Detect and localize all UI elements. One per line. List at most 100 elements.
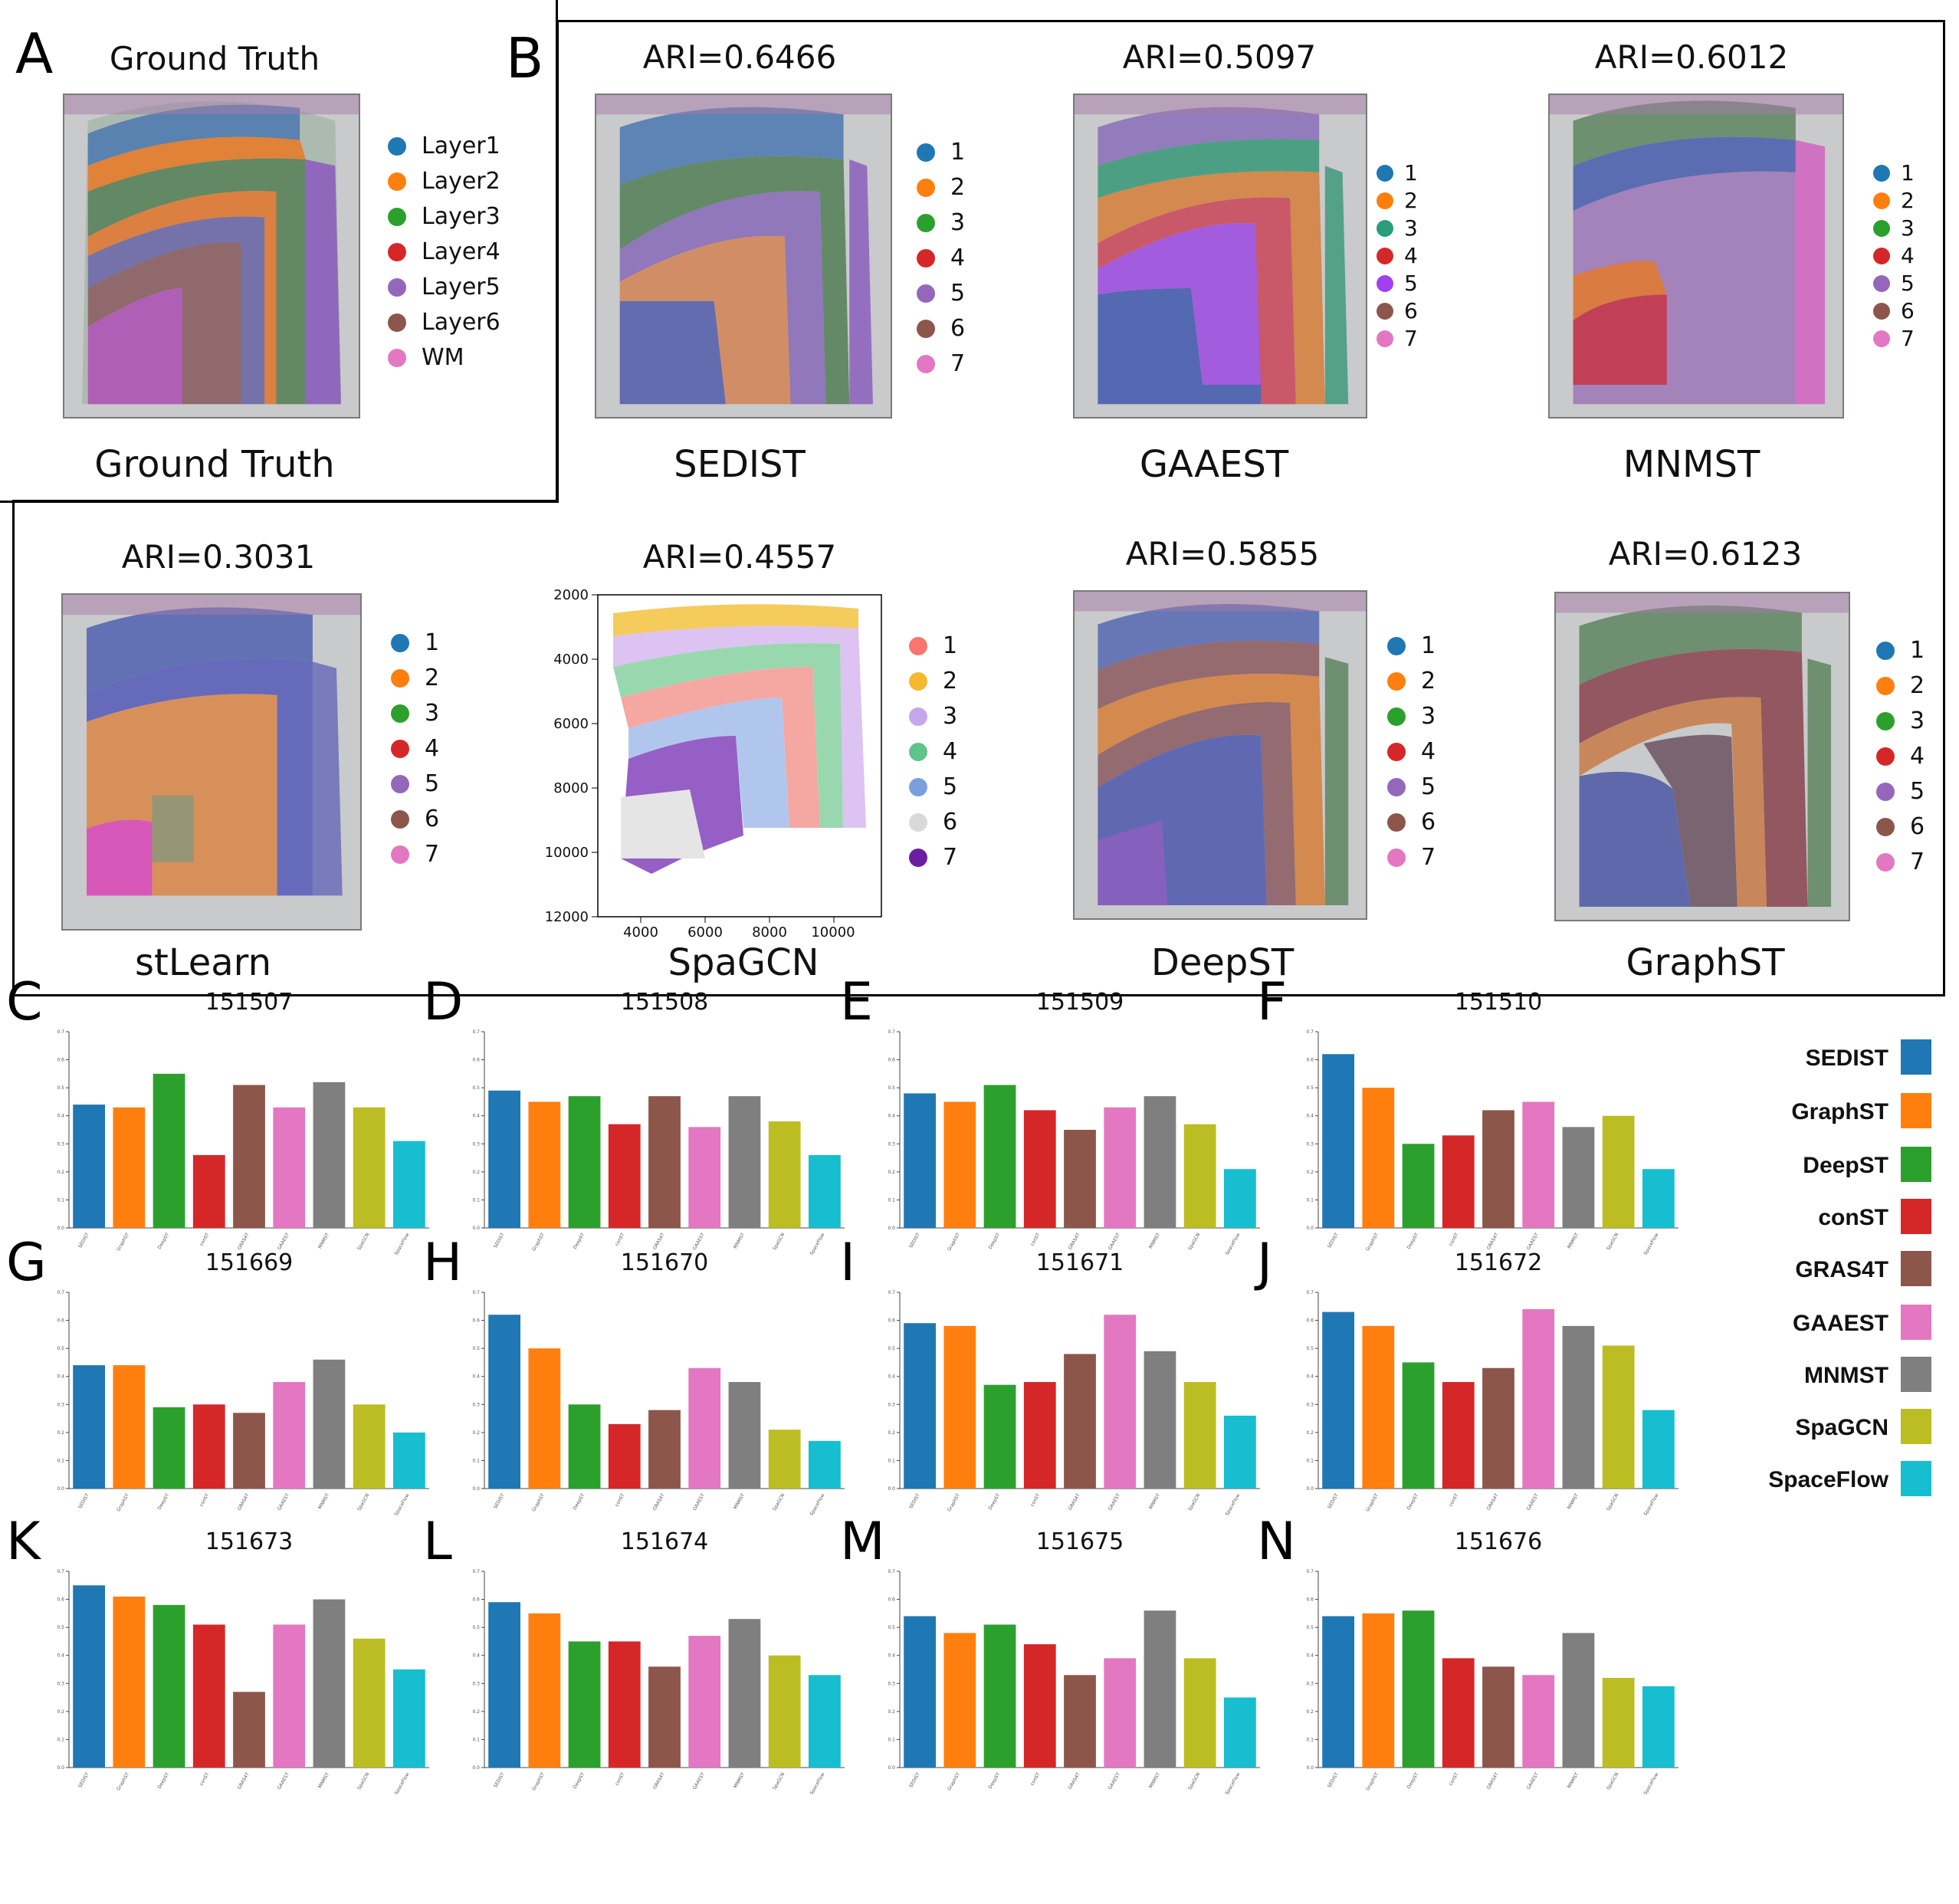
y-tick-label: 0.3 xyxy=(57,1141,64,1147)
bar-const xyxy=(608,1423,641,1489)
x-tick-label: SEDIST xyxy=(1327,1771,1340,1788)
y-tick-label: 0.0 xyxy=(888,1486,895,1492)
bar-chart-151673: K 0.0 0.1 0.2 0.3 0.4 0.5 0.6 0.7 SEDIST GraphST De… xyxy=(6,1516,452,1824)
y-tick-label: 0.6 xyxy=(1306,1318,1314,1324)
spagcn-legend-7: 7 xyxy=(943,844,958,871)
legend-wm: WM xyxy=(422,344,464,371)
graphst-legend-3: 3 xyxy=(1910,707,1925,734)
x-tick-label: DeepST xyxy=(157,1771,171,1790)
sedist-legend-3: 3 xyxy=(950,209,966,236)
bar-deepst xyxy=(568,1096,601,1228)
gaaest-legend-7: 7 xyxy=(1404,326,1418,351)
x-tick-label: GRAS4T xyxy=(1068,1232,1081,1251)
x-tick-label: GraphST xyxy=(116,1492,130,1512)
bar-const xyxy=(192,1404,225,1489)
bar-chart-axes xyxy=(1317,1292,1678,1489)
sedist-tissue xyxy=(595,94,892,419)
x-tick-label: MNMST xyxy=(1148,1771,1161,1789)
gaaest-legend-6: 6 xyxy=(1404,298,1418,323)
bar-mnmst xyxy=(1144,1610,1176,1768)
bar-gras4t xyxy=(1064,1675,1096,1768)
x-tick-label: SpaGCN xyxy=(1187,1772,1201,1791)
bar-chart-svg: 0.0 0.1 0.2 0.3 0.4 0.5 0.6 0.7 SEDIST GraphST Dee… xyxy=(472,1290,845,1517)
ground-truth-bottom-title: Ground Truth xyxy=(94,443,335,486)
panel-label-h: H xyxy=(423,1233,463,1293)
y-tick-label: 0.0 xyxy=(1306,1226,1314,1231)
deepst-legend-4: 4 xyxy=(1421,738,1436,765)
y-tick-label: 0.1 xyxy=(1306,1737,1314,1742)
mnmst-legend-3: 3 xyxy=(1901,215,1915,241)
bar-deepst xyxy=(568,1641,601,1768)
method-color-legend: SEDIST GraphST DeepST conST GRAS4T GAAES… xyxy=(1717,1039,1931,1515)
y-tick-label: 0.4 xyxy=(1306,1653,1314,1659)
bar-spaceflow xyxy=(1224,1697,1256,1768)
bar-gaaest xyxy=(1522,1675,1555,1768)
x-tick-label: DeepST xyxy=(1406,1232,1420,1250)
y-tick-label: 0.2 xyxy=(57,1709,64,1715)
x-tick-label: SpaGCN xyxy=(1606,1772,1619,1791)
panel-label-m: M xyxy=(840,1512,885,1572)
legend-gaaest: GAAEST xyxy=(1717,1305,1931,1340)
x-tick-label: conST xyxy=(1029,1232,1041,1247)
y-tick-label: 0.7 xyxy=(57,1569,64,1574)
bar-graphst xyxy=(528,1348,561,1489)
x-tick-label: SEDIST xyxy=(908,1771,921,1788)
panel-b-frame-top xyxy=(556,20,1945,503)
deepst-legend-2: 2 xyxy=(1421,668,1436,694)
bar-chart-151672: J 0.0 0.1 0.2 0.3 0.4 0.5 0.6 0.7 SEDIST GraphST De… xyxy=(1257,1237,1701,1545)
x-tick-label: MNMST xyxy=(1567,1232,1580,1249)
spagcn-legend-5: 5 xyxy=(943,773,958,800)
y-tick-label: 0.6 xyxy=(57,1058,64,1063)
y-tick-label: 0.5 xyxy=(472,1085,480,1091)
gaaest-legend-2: 2 xyxy=(1404,188,1418,213)
x-tick-label: DeepST xyxy=(573,1492,586,1511)
x-tick-label: GRAS4T xyxy=(1068,1771,1081,1791)
x-tick-label: GRAS4T xyxy=(1486,1232,1500,1251)
y-tick-label: 0.1 xyxy=(1306,1197,1314,1203)
bar-gaaest xyxy=(1104,1315,1137,1489)
y-tick-label: 0.6 xyxy=(1306,1597,1314,1603)
bar-spaceflow xyxy=(809,1440,841,1489)
sedist-legend-1: 1 xyxy=(950,139,966,166)
sedist-label: SEDIST xyxy=(674,443,806,486)
x-tick-label: SEDIST xyxy=(493,1492,506,1509)
y-tick-label: 0.5 xyxy=(57,1346,64,1351)
y-tick-label: 0.7 xyxy=(472,1290,480,1295)
bar-gaaest xyxy=(1522,1308,1555,1489)
spagcn-legend-4: 4 xyxy=(943,738,958,765)
bar-spagcn xyxy=(353,1404,386,1489)
deepst-legend-3: 3 xyxy=(1421,703,1436,730)
y-tick-label: 0.5 xyxy=(472,1625,480,1630)
y-tick-label: 0.4 xyxy=(888,1114,895,1119)
bar-gaaest xyxy=(273,1382,306,1489)
y-tick-label: 0.5 xyxy=(888,1085,895,1091)
bar-spaceflow xyxy=(1224,1169,1256,1228)
bar-chart-svg: 0.0 0.1 0.2 0.3 0.4 0.5 0.6 0.7 SEDIST GraphST Dee… xyxy=(57,1569,429,1796)
bar-gaaest xyxy=(1104,1658,1137,1768)
bar-gras4t xyxy=(233,1085,265,1228)
y-tick-label: 0.7 xyxy=(888,1029,895,1035)
x-tick-label: DeepST xyxy=(1406,1492,1420,1511)
y-tick-label: 0.7 xyxy=(57,1029,64,1035)
bar-spaceflow xyxy=(393,1141,425,1228)
gaaest-ari: ARI=0.5097 xyxy=(1122,38,1317,76)
x-tick-label: GAAEST xyxy=(277,1232,290,1251)
x-tick-label: SEDIST xyxy=(493,1232,506,1249)
bar-const xyxy=(192,1154,225,1228)
legend-layer4: Layer4 xyxy=(422,238,500,265)
bar-const xyxy=(1442,1382,1475,1489)
bar-mnmst xyxy=(1144,1351,1176,1489)
spagcn-xtick-8000: 8000 xyxy=(752,924,787,941)
y-tick-label: 0.4 xyxy=(472,1653,480,1659)
bar-sedist xyxy=(73,1105,105,1228)
x-tick-label: GAAEST xyxy=(692,1492,706,1512)
x-tick-label: SpaGCN xyxy=(1606,1493,1619,1512)
x-tick-label: GAAEST xyxy=(1107,1771,1121,1791)
y-tick-label: 0.1 xyxy=(888,1458,895,1463)
x-tick-label: SpaceFlow xyxy=(1225,1232,1242,1256)
bar-deepst xyxy=(983,1624,1016,1768)
bar-spaceflow xyxy=(1642,1169,1675,1228)
y-tick-label: 0.5 xyxy=(888,1625,895,1630)
mnmst-legend-4: 4 xyxy=(1901,243,1915,268)
spagcn-xtick-10000: 10000 xyxy=(811,924,855,941)
